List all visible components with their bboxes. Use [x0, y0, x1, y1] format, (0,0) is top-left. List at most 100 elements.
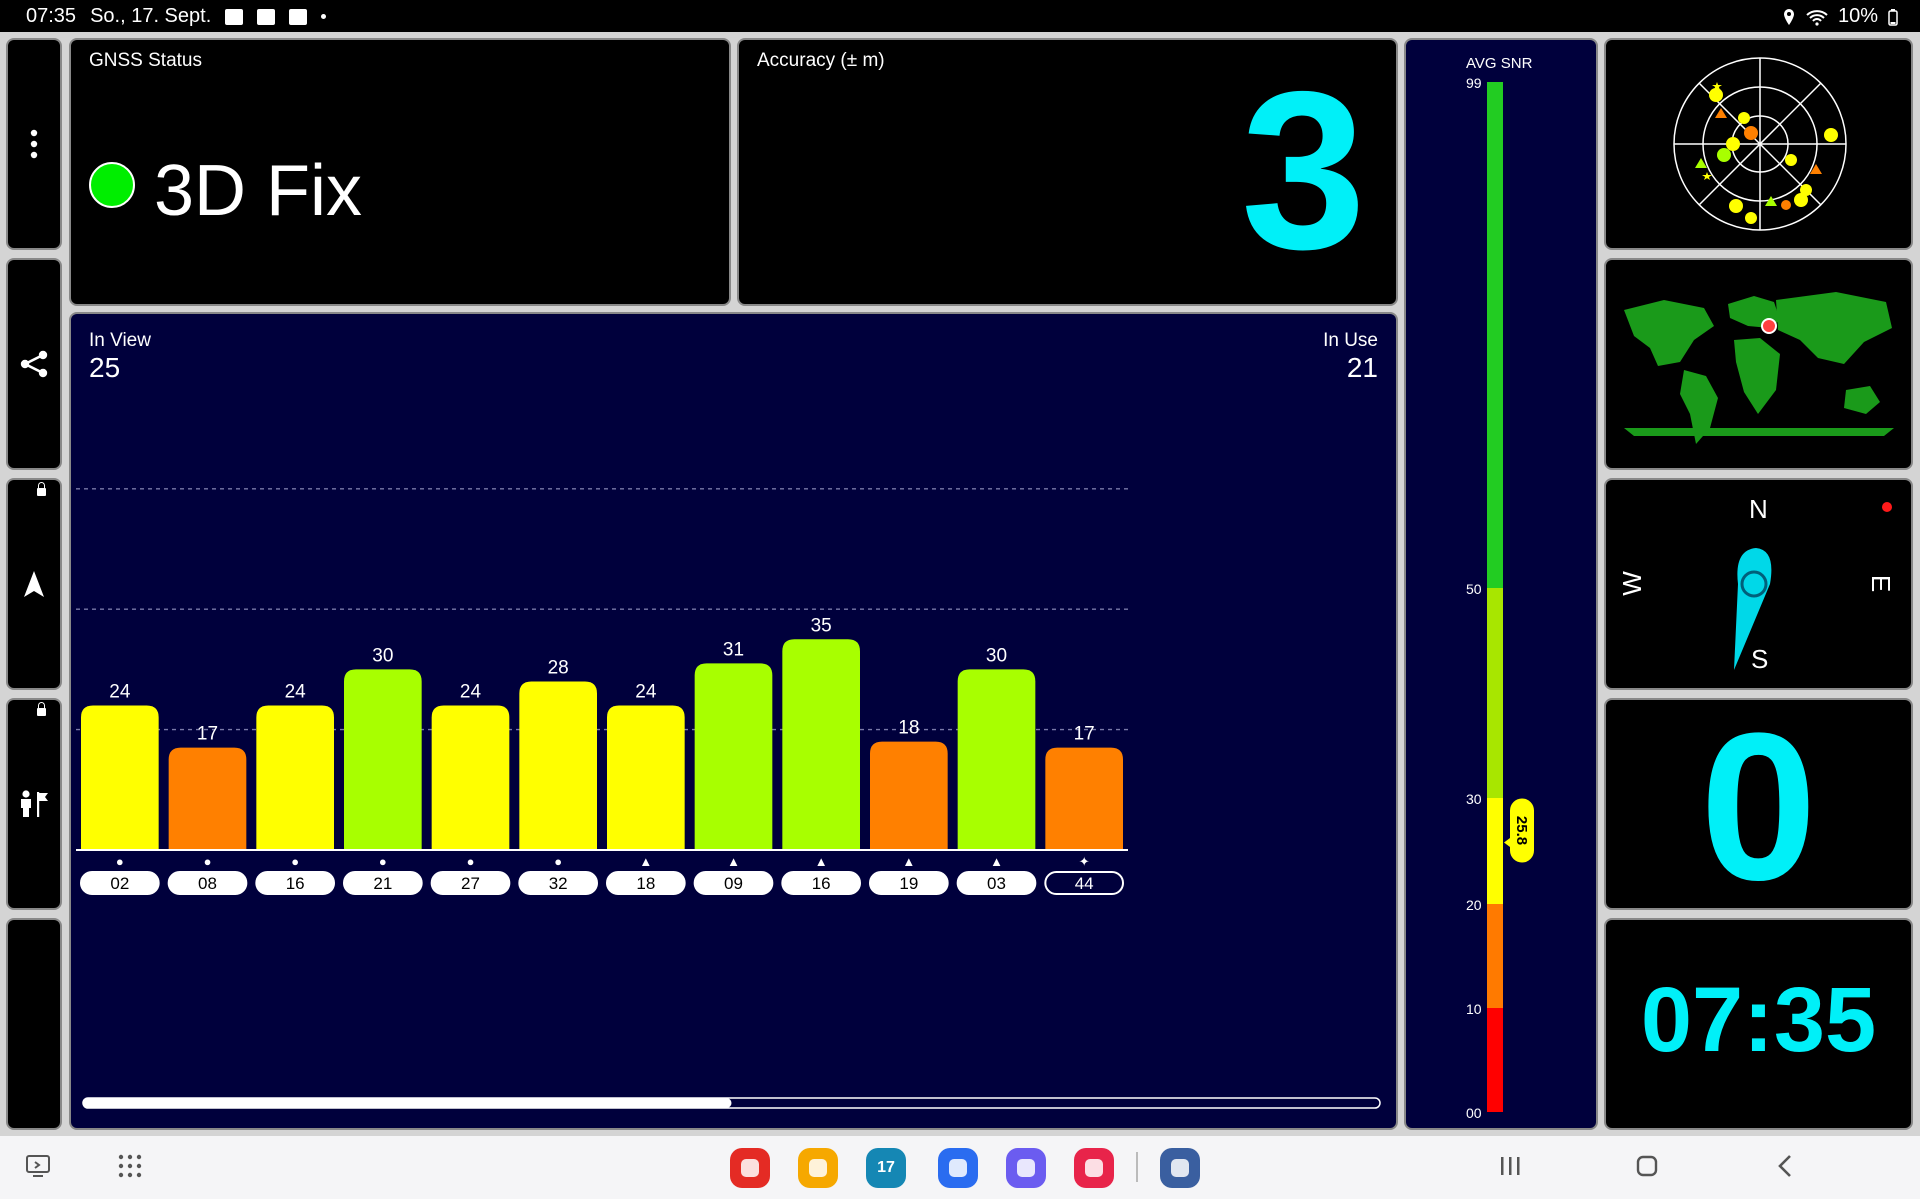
back-icon[interactable] — [1772, 1152, 1800, 1180]
bar-value-label: 35 — [811, 615, 832, 636]
satellite-id-label: 03 — [987, 874, 1006, 893]
share-icon — [20, 350, 48, 378]
satellite-id-pill — [518, 871, 599, 895]
snr-bar — [344, 669, 422, 850]
snr-meter-segment — [1487, 1008, 1503, 1112]
app-drawer-icon[interactable] — [116, 1152, 144, 1180]
sky-plot-panel[interactable] — [1604, 38, 1913, 250]
constellation-symbol-icon: ▲ — [902, 854, 915, 869]
status-bar: 07:35 So., 17. Sept. 10% — [0, 0, 1920, 32]
accuracy-panel[interactable]: Accuracy (± m) 3 — [737, 38, 1398, 306]
compass-north: N — [1749, 494, 1768, 524]
lock-icon — [37, 702, 46, 716]
constellation-symbol-icon: ▲ — [815, 854, 828, 869]
home-icon[interactable] — [1633, 1152, 1661, 1180]
bar-value-label: 24 — [285, 682, 307, 703]
avg-snr-panel: AVG SNR 99 50 30 20 10 00 25.8 — [1404, 38, 1598, 1130]
satellite-id-label: 44 — [1075, 874, 1094, 893]
bar-value-label: 24 — [460, 682, 482, 703]
snr-bar — [694, 663, 773, 850]
night-mode-button[interactable] — [6, 918, 62, 1130]
app-glyph-icon — [741, 1159, 759, 1177]
snr-bar — [519, 681, 597, 850]
satellite-id-pill — [781, 871, 861, 895]
bar-value-label: 24 — [109, 682, 131, 703]
satellite-id-label: 08 — [198, 874, 217, 893]
snr-bar — [431, 705, 510, 850]
satellite-id-label: 19 — [899, 874, 918, 893]
satellite-snr-panel[interactable]: In View 25 In Use 21 24 ● 02 17 ● 08 24 ● 16 30 ● 2… — [69, 312, 1398, 1130]
snr-bar — [1045, 747, 1123, 850]
app-glyph-icon — [1017, 1159, 1035, 1177]
snr-title: AVG SNR — [1466, 55, 1533, 72]
snr-meter-segment — [1487, 82, 1503, 588]
bar-value-label: 17 — [197, 724, 218, 745]
satellite-id-pill — [956, 871, 1037, 895]
satellite-id-pill — [693, 871, 774, 895]
app-glyph-icon — [1171, 1159, 1189, 1177]
snr-bar — [81, 705, 159, 850]
snr-tick-label: 10 — [1466, 1001, 1482, 1017]
speed-panel[interactable]: 0 — [1604, 698, 1913, 910]
satellite-id-label: 09 — [724, 874, 743, 893]
app-glyph-icon — [1085, 1159, 1103, 1177]
app-settings-icon[interactable] — [1160, 1148, 1200, 1188]
snr-bar — [168, 747, 247, 850]
in-use-label: In Use — [1323, 330, 1378, 351]
gnss-status-panel[interactable]: GNSS Status 3D Fix — [69, 38, 731, 306]
app-messages-icon[interactable] — [938, 1148, 978, 1188]
bar-value-label: 17 — [1074, 724, 1095, 745]
recents-icon[interactable] — [1496, 1152, 1524, 1180]
constellation-symbol-icon: ▲ — [639, 854, 652, 869]
satellite-id-pill — [430, 871, 511, 895]
accuracy-title: Accuracy (± m) — [757, 50, 885, 71]
more-menu-button[interactable] — [6, 38, 62, 250]
app-calendar-icon[interactable]: 17 — [866, 1148, 906, 1188]
lock-icon — [37, 482, 46, 496]
navigation-button[interactable] — [6, 478, 62, 690]
constellation-symbol-icon: ✦ — [1079, 854, 1090, 869]
snr-tick-label: 20 — [1466, 897, 1482, 913]
satellite-id-label: 02 — [110, 874, 129, 893]
location-icon — [1783, 8, 1794, 25]
snr-meter-segment — [1487, 588, 1503, 798]
gallery-icon — [257, 8, 276, 25]
app-camera-icon[interactable] — [1074, 1148, 1114, 1188]
satellite-id-label: 21 — [373, 874, 392, 893]
satellite-id-label: 16 — [286, 874, 305, 893]
recording-indicator-icon — [1882, 502, 1892, 512]
satellite-id-pill — [255, 871, 335, 895]
bar-value-label: 31 — [723, 639, 744, 660]
constellation-symbol-icon: ▲ — [727, 854, 740, 869]
sky-plot — [1673, 57, 1847, 231]
bar-value-label: 18 — [898, 718, 919, 739]
snr-tick-label: 50 — [1466, 581, 1482, 597]
compass-needle-icon — [1734, 548, 1772, 670]
taskbar: 17 — [0, 1136, 1920, 1199]
in-view-label: In View — [89, 330, 151, 351]
taskbar-divider — [1136, 1152, 1138, 1182]
compass-panel[interactable]: N S E W — [1604, 478, 1913, 690]
in-use-count: 21 — [1346, 352, 1378, 383]
snr-meter-segment — [1487, 798, 1503, 904]
satellite-id-label: 27 — [461, 874, 480, 893]
share-button[interactable] — [6, 258, 62, 470]
world-map-panel[interactable] — [1604, 258, 1913, 470]
snr-meter-segment — [1487, 904, 1503, 1008]
battery-icon — [1888, 8, 1898, 26]
app-my-files-icon[interactable] — [798, 1148, 838, 1188]
clock-panel[interactable]: 07:35 — [1604, 918, 1913, 1130]
waypoint-button[interactable] — [6, 698, 62, 910]
snr-max-label: 99 — [1466, 75, 1482, 91]
gnss-fix-value: 3D Fix — [154, 151, 363, 231]
moon-icon — [25, 1011, 38, 1037]
constellation-symbol-icon: ▲ — [990, 854, 1003, 869]
app-internet-icon[interactable] — [1006, 1148, 1046, 1188]
accuracy-value: 3 — [1240, 44, 1366, 296]
bar-value-label: 28 — [548, 657, 569, 678]
recent-apps-icon[interactable] — [24, 1152, 52, 1180]
snr-meter: AVG SNR 99 50 30 20 10 00 25.8 — [1466, 55, 1534, 1121]
app-flipboard-icon[interactable] — [730, 1148, 770, 1188]
status-time: 07:35 — [26, 5, 77, 27]
calendar-icon — [289, 8, 308, 25]
